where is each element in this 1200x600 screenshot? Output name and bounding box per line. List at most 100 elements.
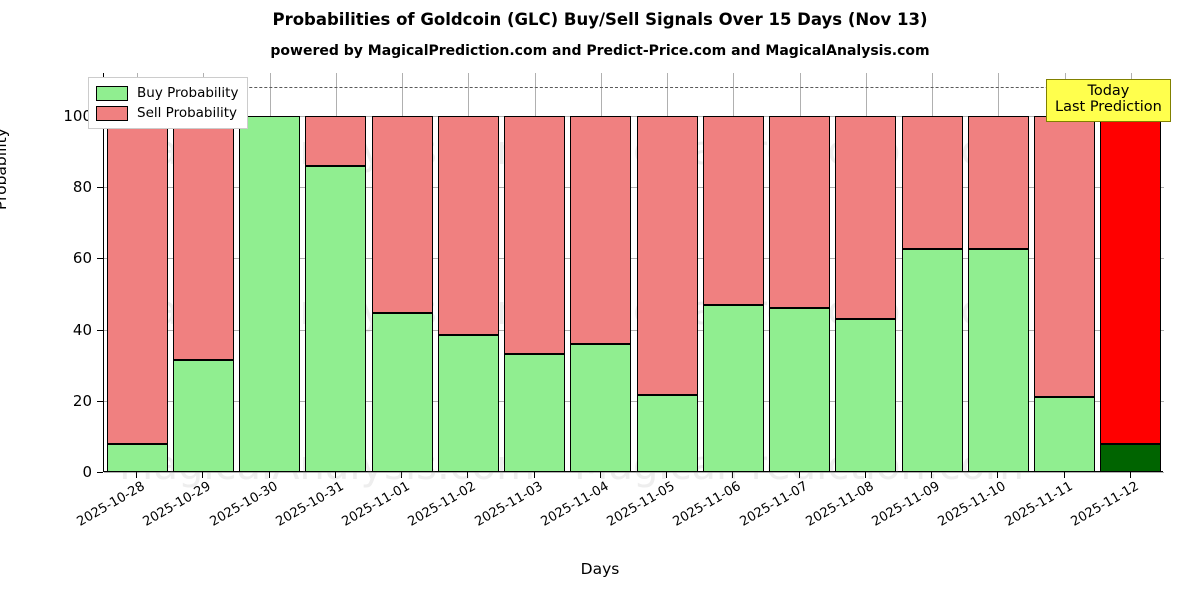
x-tick-mark bbox=[666, 472, 668, 478]
bar-group[interactable] bbox=[504, 73, 566, 472]
x-tick-mark bbox=[997, 472, 999, 478]
chart-legend: Buy Probability Sell Probability bbox=[88, 77, 249, 129]
bar-group[interactable] bbox=[702, 73, 764, 472]
x-tick-mark bbox=[1129, 472, 1131, 478]
gridline-horizontal bbox=[104, 187, 1164, 188]
bar-segment-buy[interactable] bbox=[437, 334, 499, 472]
bar-group[interactable] bbox=[305, 73, 367, 472]
bar-segment-sell[interactable] bbox=[901, 115, 963, 250]
y-tick-label: 100 bbox=[63, 106, 92, 125]
bar-group[interactable] bbox=[1100, 73, 1162, 472]
legend-label-buy: Buy Probability bbox=[137, 85, 239, 101]
x-tick-mark bbox=[798, 472, 800, 478]
bar-segment-buy[interactable] bbox=[172, 359, 234, 472]
x-tick-label: 2025-10-29 bbox=[140, 479, 214, 530]
bar-segment-sell[interactable] bbox=[570, 115, 632, 344]
bar-segment-sell[interactable] bbox=[636, 115, 698, 396]
x-tick-label: 2025-10-31 bbox=[273, 479, 347, 530]
y-tick-label: 0 bbox=[82, 463, 92, 481]
x-axis-title: Days bbox=[580, 560, 620, 578]
y-tick-label: 80 bbox=[72, 178, 92, 196]
bar-group[interactable] bbox=[967, 73, 1029, 472]
x-tick-mark bbox=[202, 472, 204, 478]
gridline-horizontal bbox=[104, 472, 1164, 473]
bar-segment-buy[interactable] bbox=[769, 308, 831, 472]
bar-segment-buy[interactable] bbox=[1100, 443, 1162, 472]
bar-segment-sell[interactable] bbox=[305, 115, 367, 166]
bar-group[interactable] bbox=[371, 73, 433, 472]
gridline-horizontal bbox=[104, 115, 1164, 117]
x-tick-mark bbox=[864, 472, 866, 478]
x-tick-mark bbox=[334, 472, 336, 478]
bar-segment-buy[interactable] bbox=[504, 354, 566, 472]
bar-group[interactable] bbox=[570, 73, 632, 472]
bar-group[interactable] bbox=[172, 73, 234, 472]
bar-group[interactable] bbox=[106, 73, 168, 472]
y-tick-mark bbox=[97, 472, 103, 473]
bar-segment-sell[interactable] bbox=[1034, 115, 1096, 398]
bar-segment-buy[interactable] bbox=[901, 249, 963, 472]
bar-group[interactable] bbox=[636, 73, 698, 472]
bar-group[interactable] bbox=[437, 73, 499, 472]
gridline-horizontal bbox=[104, 400, 1164, 402]
bar-segment-buy[interactable] bbox=[967, 249, 1029, 472]
legend-item-buy: Buy Probability bbox=[96, 83, 238, 103]
bar-segment-sell[interactable] bbox=[1100, 115, 1162, 444]
chart-subtitle: powered by MagicalPrediction.com and Pre… bbox=[270, 43, 930, 59]
y-tick-mark bbox=[97, 187, 103, 188]
x-tick-mark bbox=[931, 472, 933, 478]
legend-label-sell: Sell Probability bbox=[137, 105, 238, 121]
x-tick-mark bbox=[401, 472, 403, 478]
bar-segment-sell[interactable] bbox=[437, 115, 499, 335]
bar-segment-buy[interactable] bbox=[239, 115, 301, 472]
x-tick-label: 2025-10-30 bbox=[207, 479, 281, 530]
bar-segment-sell[interactable] bbox=[106, 115, 168, 444]
bar-segment-sell[interactable] bbox=[835, 115, 897, 319]
bar-group[interactable] bbox=[769, 73, 831, 472]
bar-segment-buy[interactable] bbox=[106, 443, 168, 472]
bar-segment-sell[interactable] bbox=[504, 115, 566, 355]
legend-swatch-buy-icon bbox=[96, 85, 128, 101]
bar-segment-buy[interactable] bbox=[636, 395, 698, 472]
bar-group[interactable] bbox=[901, 73, 963, 472]
y-tick-label: 60 bbox=[72, 249, 92, 268]
y-tick-label: 40 bbox=[72, 320, 92, 339]
bar-group[interactable] bbox=[1034, 73, 1096, 472]
x-tick-label: 2025-11-01 bbox=[339, 479, 413, 530]
bar-segment-buy[interactable] bbox=[835, 318, 897, 472]
bar-segment-sell[interactable] bbox=[769, 115, 831, 309]
bar-segment-sell[interactable] bbox=[371, 115, 433, 314]
y-tick-mark bbox=[97, 258, 103, 260]
x-tick-label: 2025-11-12 bbox=[1068, 479, 1142, 530]
reference-line bbox=[104, 87, 1164, 89]
legend-swatch-sell-icon bbox=[96, 105, 128, 121]
bar-segment-sell[interactable] bbox=[172, 115, 234, 360]
bar-group[interactable] bbox=[835, 73, 897, 472]
bar-segment-buy[interactable] bbox=[305, 165, 367, 472]
today-label-line2: Last Prediction bbox=[1055, 99, 1162, 116]
bar-segment-sell[interactable] bbox=[702, 115, 764, 305]
x-tick-label: 2025-11-10 bbox=[935, 479, 1009, 530]
x-tick-label: 2025-11-02 bbox=[405, 479, 479, 530]
bar-segment-buy[interactable] bbox=[570, 343, 632, 472]
x-tick-mark bbox=[136, 472, 138, 478]
x-tick-mark bbox=[732, 472, 734, 478]
legend-item-sell: Sell Probability bbox=[96, 103, 238, 123]
bar-segment-buy[interactable] bbox=[371, 313, 433, 472]
x-tick-label: 2025-11-07 bbox=[737, 479, 811, 530]
bar-segment-buy[interactable] bbox=[702, 304, 764, 472]
x-tick-label: 2025-10-28 bbox=[74, 479, 148, 530]
gridline-horizontal bbox=[104, 258, 1164, 260]
x-tick-label: 2025-11-04 bbox=[538, 479, 612, 530]
y-tick-mark bbox=[97, 400, 103, 402]
x-tick-mark bbox=[467, 472, 469, 478]
x-tick-mark bbox=[268, 472, 270, 478]
x-tick-label: 2025-11-05 bbox=[604, 479, 678, 530]
bar-segment-sell[interactable] bbox=[967, 115, 1029, 250]
bar-group[interactable] bbox=[239, 73, 301, 472]
y-axis-title: Probability bbox=[0, 128, 10, 210]
x-tick-mark bbox=[533, 472, 535, 478]
y-tick-label: 20 bbox=[72, 391, 92, 410]
bar-segment-buy[interactable] bbox=[1034, 397, 1096, 472]
x-tick-mark bbox=[1063, 472, 1065, 478]
